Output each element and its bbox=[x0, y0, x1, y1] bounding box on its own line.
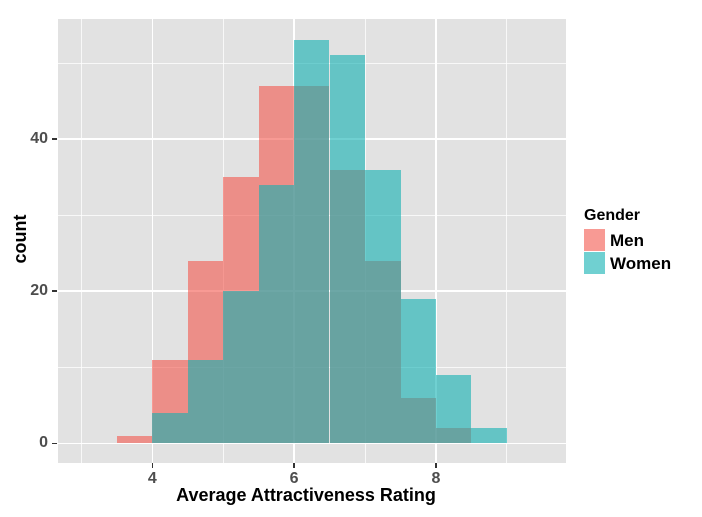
bar-women-bin1 bbox=[152, 412, 188, 444]
y-tick-mark bbox=[52, 442, 57, 445]
y-axis-title: count bbox=[10, 214, 30, 264]
bar-women-bin8 bbox=[400, 298, 436, 444]
bar-women-bin10 bbox=[471, 428, 507, 444]
x-major-gridline bbox=[435, 19, 437, 463]
legend-entry-women: Women bbox=[584, 252, 671, 274]
x-minor-gridline bbox=[506, 19, 508, 463]
legend: Gender Men Women bbox=[584, 208, 671, 275]
legend-entries: Men Women bbox=[584, 229, 671, 274]
bar-women-bin3 bbox=[223, 291, 259, 444]
y-tick-mark bbox=[52, 290, 57, 292]
x-tick-mark bbox=[435, 463, 437, 468]
bar-women-bin9 bbox=[435, 374, 472, 444]
plot-panel bbox=[58, 19, 566, 463]
bar-women-bin4 bbox=[258, 184, 295, 444]
y-tick-label: 0 bbox=[39, 434, 48, 452]
bar-women-bin5 bbox=[294, 40, 330, 444]
x-tick-label: 4 bbox=[147, 470, 157, 487]
y-tick-label: 40 bbox=[30, 130, 48, 148]
y-tick-mark bbox=[52, 138, 57, 140]
legend-title: Gender bbox=[584, 207, 641, 224]
legend-label-men: Men bbox=[610, 230, 644, 250]
legend-swatch-women bbox=[584, 252, 605, 274]
bar-men-bin0 bbox=[116, 435, 153, 444]
x-minor-gridline bbox=[80, 19, 82, 463]
bar-women-bin6 bbox=[329, 55, 365, 444]
x-major-gridline bbox=[151, 19, 154, 463]
legend-label-women: Women bbox=[610, 253, 672, 273]
y-tick-label: 20 bbox=[30, 282, 48, 300]
x-axis-title: Average Attractiveness Rating bbox=[176, 485, 436, 505]
bar-women-bin7 bbox=[365, 169, 401, 444]
legend-swatch-men bbox=[584, 229, 605, 251]
x-tick-mark bbox=[293, 463, 295, 468]
legend-entry-men: Men bbox=[584, 229, 671, 251]
x-tick-label: 8 bbox=[431, 470, 441, 487]
x-tick-mark bbox=[151, 463, 154, 468]
bar-women-bin2 bbox=[187, 359, 224, 444]
y-major-gridline bbox=[58, 442, 566, 445]
x-tick-label: 6 bbox=[289, 470, 299, 487]
